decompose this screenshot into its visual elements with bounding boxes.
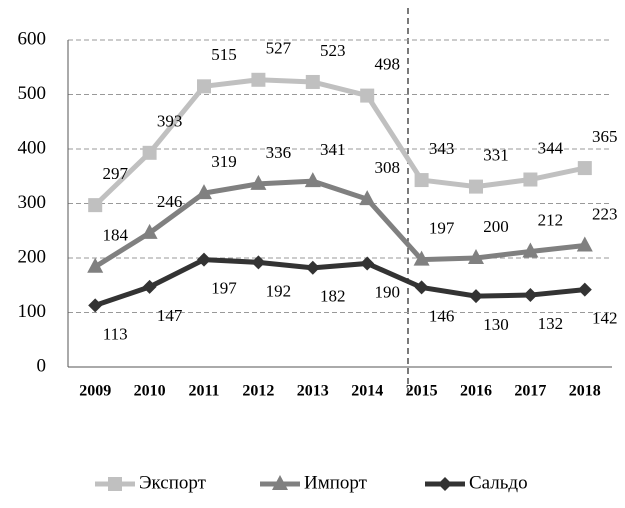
x-tick-label: 2015	[406, 383, 438, 400]
data-label: 190	[374, 282, 400, 301]
data-point	[468, 249, 484, 264]
y-tick-label: 200	[18, 246, 47, 267]
data-label: 192	[266, 281, 292, 300]
data-point	[251, 255, 266, 270]
x-tick-label: 2014	[351, 383, 383, 400]
data-label: 147	[157, 306, 183, 325]
data-point	[413, 250, 430, 266]
legend-marker	[108, 477, 122, 491]
data-label: 498	[374, 54, 400, 73]
x-tick-label: 2009	[79, 383, 111, 400]
y-tick-label: 500	[18, 83, 47, 104]
legend-marker	[272, 475, 288, 490]
legend-label: Экспорт	[139, 472, 207, 493]
y-tick-label: 400	[18, 137, 47, 158]
data-point	[523, 288, 538, 303]
legend-marker	[438, 477, 452, 491]
data-point	[522, 242, 539, 258]
series-line	[94, 257, 586, 308]
data-label: 182	[320, 287, 346, 306]
data-label: 197	[429, 219, 455, 238]
data-point	[469, 179, 483, 194]
data-point	[305, 74, 320, 89]
data-label: 184	[102, 226, 128, 245]
data-label: 523	[320, 41, 346, 60]
x-tick-label: 2012	[242, 383, 274, 400]
data-point	[360, 88, 375, 103]
data-label: 527	[266, 39, 292, 58]
y-tick-label: 300	[18, 192, 47, 213]
data-label: 223	[592, 204, 618, 223]
legend-label: Сальдо	[469, 472, 528, 493]
data-point	[88, 298, 103, 313]
data-label: 365	[592, 127, 618, 146]
series-line	[93, 178, 586, 269]
data-label: 297	[102, 164, 128, 183]
data-point	[87, 257, 104, 273]
data-label: 341	[320, 140, 346, 159]
data-point	[577, 282, 592, 297]
data-point	[359, 190, 376, 206]
data-point	[197, 79, 211, 94]
data-label: 200	[483, 217, 509, 236]
data-point	[196, 184, 212, 200]
y-tick-label: 0	[37, 355, 47, 376]
data-label: 113	[103, 324, 128, 343]
data-label: 146	[429, 306, 455, 325]
data-label: 132	[538, 314, 564, 333]
data-point	[523, 172, 538, 187]
data-point	[360, 256, 375, 271]
data-point	[88, 198, 103, 213]
data-point	[414, 280, 429, 295]
data-label: 393	[157, 112, 183, 131]
legend-label: Импорт	[304, 472, 368, 493]
y-tick-label: 600	[18, 28, 47, 49]
data-point	[141, 223, 158, 239]
x-tick-label: 2018	[569, 383, 601, 400]
data-point	[250, 174, 267, 190]
x-tick-label: 2010	[134, 383, 166, 400]
data-point	[251, 72, 266, 87]
data-label: 343	[429, 139, 455, 158]
data-label: 336	[266, 143, 292, 162]
data-point	[414, 173, 429, 188]
data-point	[576, 236, 593, 252]
data-label: 319	[211, 152, 237, 171]
data-point	[577, 161, 592, 176]
data-label: 142	[592, 309, 618, 328]
data-label: 130	[483, 315, 509, 334]
data-point	[469, 289, 483, 304]
y-tick-label: 100	[18, 301, 47, 322]
x-tick-label: 2011	[188, 383, 219, 400]
data-label: 331	[483, 146, 509, 165]
x-tick-label: 2017	[514, 383, 546, 400]
data-point	[305, 260, 320, 275]
data-label: 212	[538, 210, 564, 229]
x-tick-label: 2016	[460, 383, 492, 400]
data-label: 246	[157, 192, 183, 211]
data-point	[142, 279, 157, 294]
series-line	[93, 77, 586, 207]
data-label: 344	[538, 138, 564, 157]
data-label: 197	[211, 279, 237, 298]
data-point	[142, 145, 157, 160]
x-tick-label: 2013	[297, 383, 329, 400]
data-point	[197, 252, 211, 267]
data-point	[304, 172, 321, 188]
data-label: 515	[211, 45, 237, 64]
data-label: 308	[374, 158, 400, 177]
